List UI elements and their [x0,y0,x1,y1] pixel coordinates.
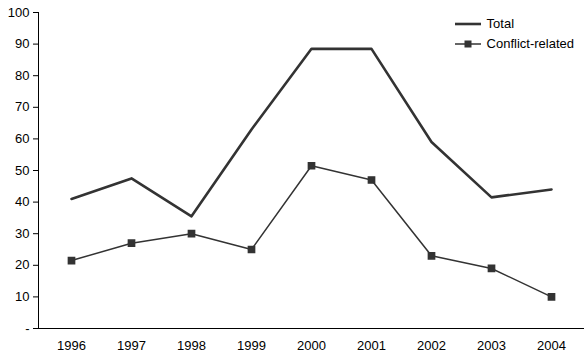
svg-text:50: 50 [15,163,29,178]
html-text:Total: Total [486,16,514,31]
svg-text:-: - [25,321,29,336]
svg-text:100: 100 [8,5,30,20]
svg-text:40: 40 [15,194,29,209]
svg-text:10: 10 [15,289,29,304]
svg-text:2001: 2001 [357,338,386,353]
svg-text:1998: 1998 [177,338,206,353]
svg-text:2002: 2002 [417,338,446,353]
svg-text:1997: 1997 [117,338,146,353]
svg-text:2000: 2000 [297,338,326,353]
svg-text:1996: 1996 [57,338,86,353]
svg-text:2004: 2004 [537,338,566,353]
svg-text:60: 60 [15,131,29,146]
svg-text:20: 20 [15,257,29,272]
svg-text:80: 80 [15,68,29,83]
svg-text:70: 70 [15,99,29,114]
svg-text:2003: 2003 [477,338,506,353]
svg-text:90: 90 [15,36,29,51]
svg-text:30: 30 [15,226,29,241]
html-text:Conflict-related: Conflict-related [486,36,574,51]
svg-text:1999: 1999 [237,338,266,353]
